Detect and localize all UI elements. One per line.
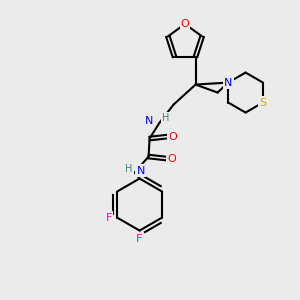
Text: O: O — [167, 154, 176, 164]
Text: N: N — [145, 116, 154, 126]
Text: F: F — [106, 213, 112, 223]
Text: S: S — [259, 98, 266, 108]
Text: O: O — [181, 19, 189, 29]
Text: N: N — [136, 166, 145, 176]
Text: N: N — [224, 78, 232, 88]
Text: O: O — [168, 132, 177, 142]
Text: H: H — [162, 112, 169, 123]
Text: H: H — [125, 164, 133, 174]
Text: F: F — [135, 234, 142, 244]
